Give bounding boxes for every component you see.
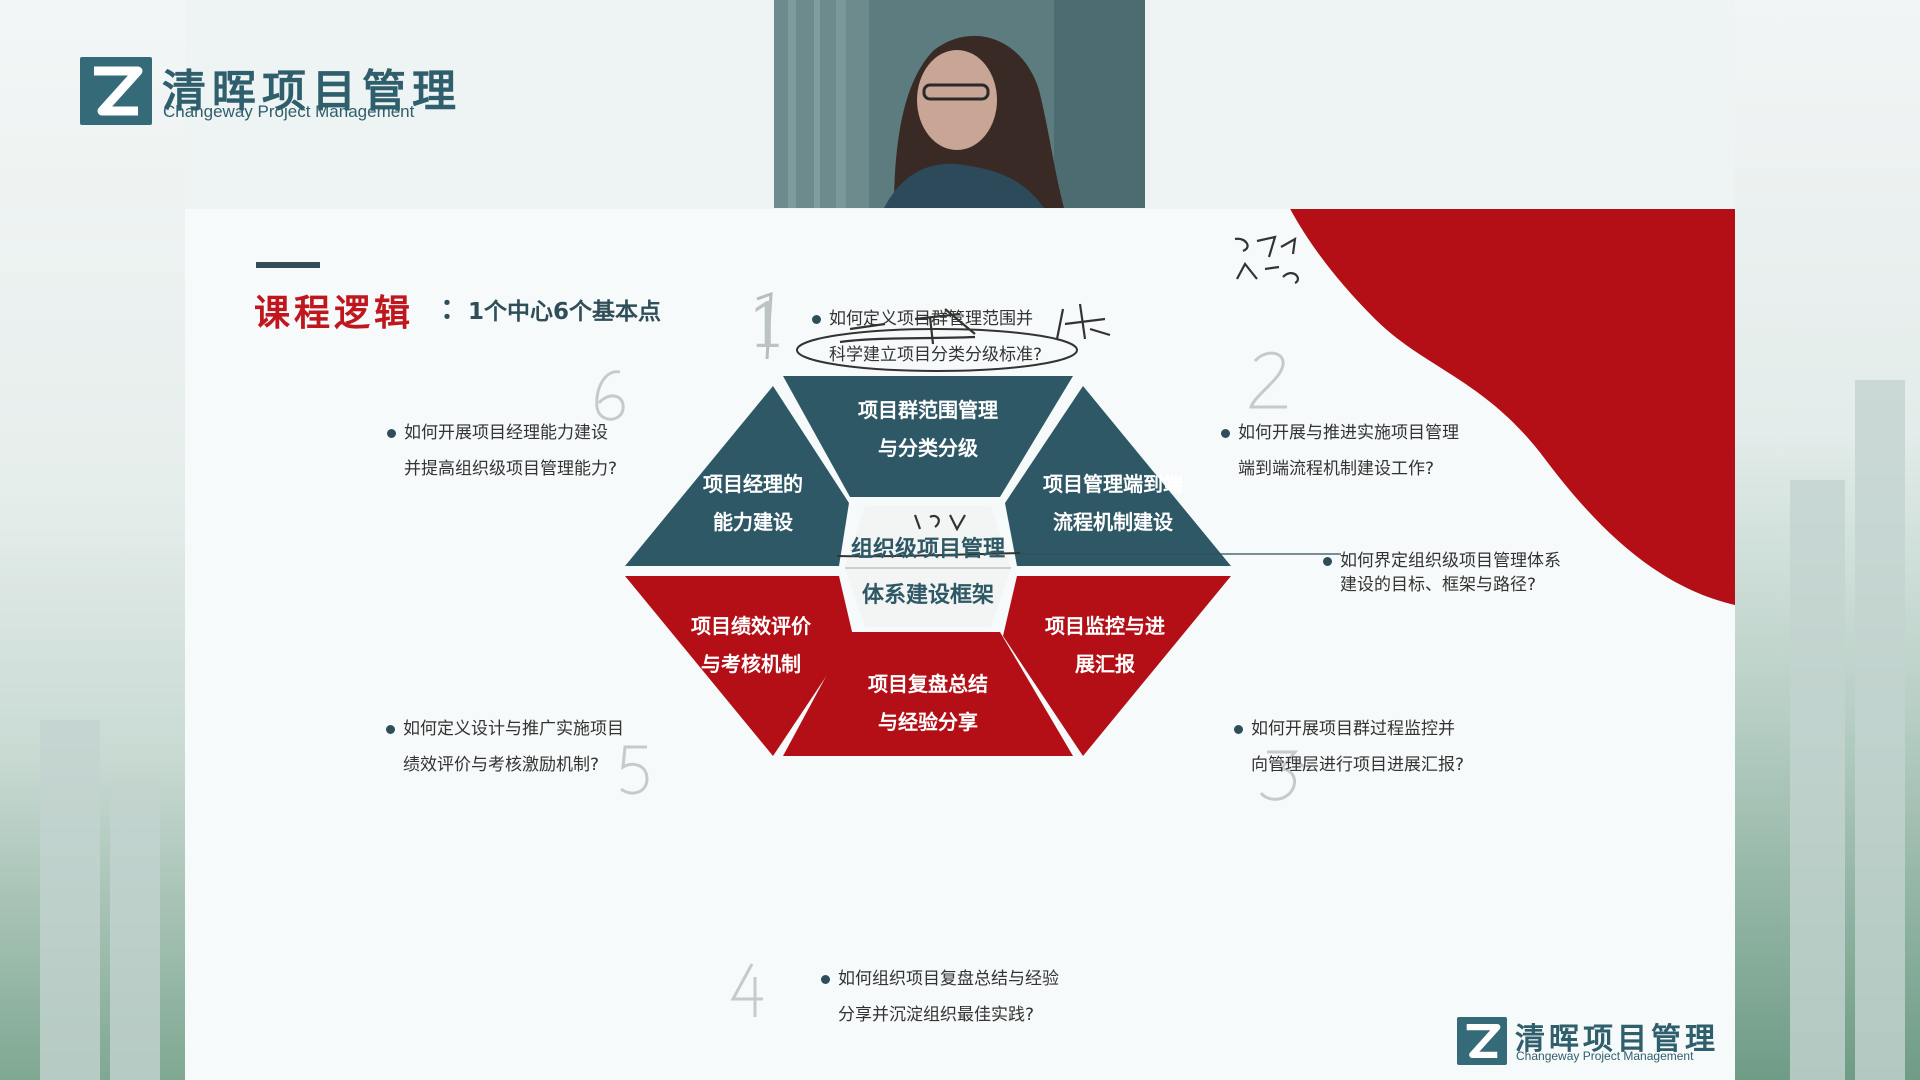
center-hexagon [845, 506, 1011, 627]
brand-name-en: Changeway Project Management [1516, 1049, 1694, 1063]
changeway-logo-icon [80, 57, 152, 125]
number-1: 1 [748, 289, 788, 362]
segment-right-bottom [1003, 576, 1231, 756]
question-2: 如何开展与推进实施项目管理 端到端流程机制建设工作? [1221, 415, 1459, 487]
segment-bottom [783, 632, 1073, 756]
center-connector-line [1021, 553, 1341, 555]
question-3: 如何开展项目群过程监控并 向管理层进行项目进展汇报? [1234, 711, 1464, 783]
red-decoration-shape [1290, 209, 1735, 605]
handwritten-annotations [756, 235, 1299, 558]
question-5: 如何定义设计与推广实施项目 绩效评价与考核激励机制? [386, 711, 624, 783]
segment-label-top: 项目群范围管理 与分类分级 [858, 398, 998, 460]
hexagon-diagram [595, 209, 1735, 1017]
title-separator: ： [440, 292, 469, 325]
segment-left-bottom [625, 576, 853, 756]
slide-subtitle: 1个中心6个基本点 [468, 299, 662, 325]
slide-content: 课程逻辑 ： 1个中心6个基本点 [185, 209, 1735, 1080]
large-number-strokes [595, 351, 1306, 1017]
segment-label-left-top: 项目经理的 能力建设 [703, 472, 803, 534]
question-1: 如何定义项目群管理范围并 科学建立项目分类分级标准? [812, 301, 1042, 373]
brand-logo-top: 清晖项目管理 Changeway Project Management [80, 55, 460, 125]
segment-left-top [625, 386, 849, 566]
presenter-webcam-video [774, 0, 1145, 208]
brand-name-en: Changeway Project Management [163, 102, 415, 121]
slide-title: 课程逻辑 [254, 293, 415, 334]
segment-top [783, 376, 1073, 497]
brand-name-cn: 清晖项目管理 [1515, 1022, 1719, 1057]
question-center: 如何界定组织级项目管理体系 建设的目标、框架与路径? [1323, 549, 1561, 597]
segment-label-left-bottom: 项目绩效评价 与考核机制 [691, 614, 811, 676]
segment-label-bottom: 项目复盘总结 与经验分享 [868, 672, 988, 734]
segment-label-right-bottom: 项目监控与进 展汇报 [1045, 614, 1165, 676]
segment-right-top [1005, 386, 1231, 566]
segment-label-right-top: 项目管理端到端 流程机制建设 [1043, 472, 1183, 534]
question-6: 如何开展项目经理能力建设 并提高组织级项目管理能力? [387, 415, 617, 487]
changeway-logo-icon [1457, 1017, 1507, 1065]
question-4: 如何组织项目复盘总结与经验 分享并沉淀组织最佳实践? [821, 961, 1059, 1033]
brand-name-cn: 清晖项目管理 [162, 66, 462, 117]
title-accent-bar [256, 262, 320, 268]
center-label: 组织级项目管理 体系建设框架 [850, 537, 1005, 608]
brand-logo-bottom: 清晖项目管理 Changeway Project Management [1457, 1014, 1717, 1070]
